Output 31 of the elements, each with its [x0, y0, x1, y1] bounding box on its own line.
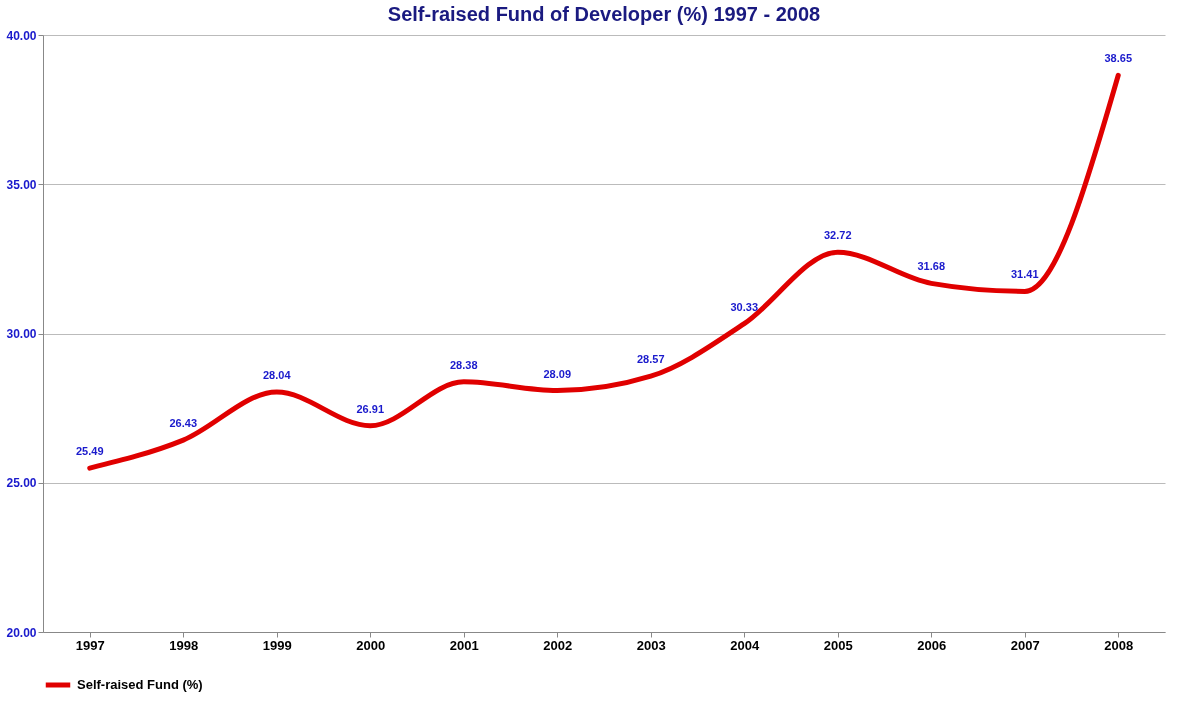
- data-label: 31.68: [917, 260, 946, 273]
- data-label: 30.33: [730, 300, 759, 313]
- y-tick-label: 35.00: [6, 177, 37, 192]
- x-tick-label: 1998: [169, 637, 199, 653]
- data-label: 31.41: [1010, 268, 1039, 281]
- data-label: 26.91: [356, 402, 385, 415]
- x-tick-label: 1997: [75, 637, 105, 653]
- y-tick-label: 30.00: [6, 327, 37, 341]
- data-label: 28.04: [262, 369, 292, 382]
- x-tick-label: 1999: [262, 637, 292, 653]
- x-tick-label: 2001: [449, 637, 479, 653]
- data-label: 28.57: [636, 353, 665, 366]
- x-tick-label: 2003: [636, 637, 666, 653]
- chart-title: Self-raised Fund of Developer (%) 1997 - 2008: [387, 3, 821, 25]
- data-label: 32.72: [823, 229, 852, 242]
- y-tick-label: 40.00: [6, 28, 37, 43]
- data-label: 26.43: [169, 417, 198, 430]
- x-tick-label: 2004: [730, 637, 760, 653]
- data-label: 28.09: [543, 367, 572, 380]
- data-label: 38.65: [1104, 52, 1133, 65]
- x-tick-label: 2006: [917, 637, 947, 653]
- x-tick-label: 2007: [1010, 637, 1040, 653]
- data-label: 28.38: [449, 358, 478, 371]
- x-tick-label: 2000: [356, 637, 386, 653]
- data-label: 25.49: [75, 445, 104, 458]
- legend-label: Self-raised Fund (%): [77, 677, 203, 692]
- y-tick-label: 25.00: [6, 476, 37, 491]
- y-tick-label: 20.00: [6, 625, 37, 640]
- x-tick-label: 2002: [543, 637, 573, 653]
- x-tick-label: 2005: [823, 637, 853, 653]
- x-tick-label: 2008: [1104, 637, 1134, 653]
